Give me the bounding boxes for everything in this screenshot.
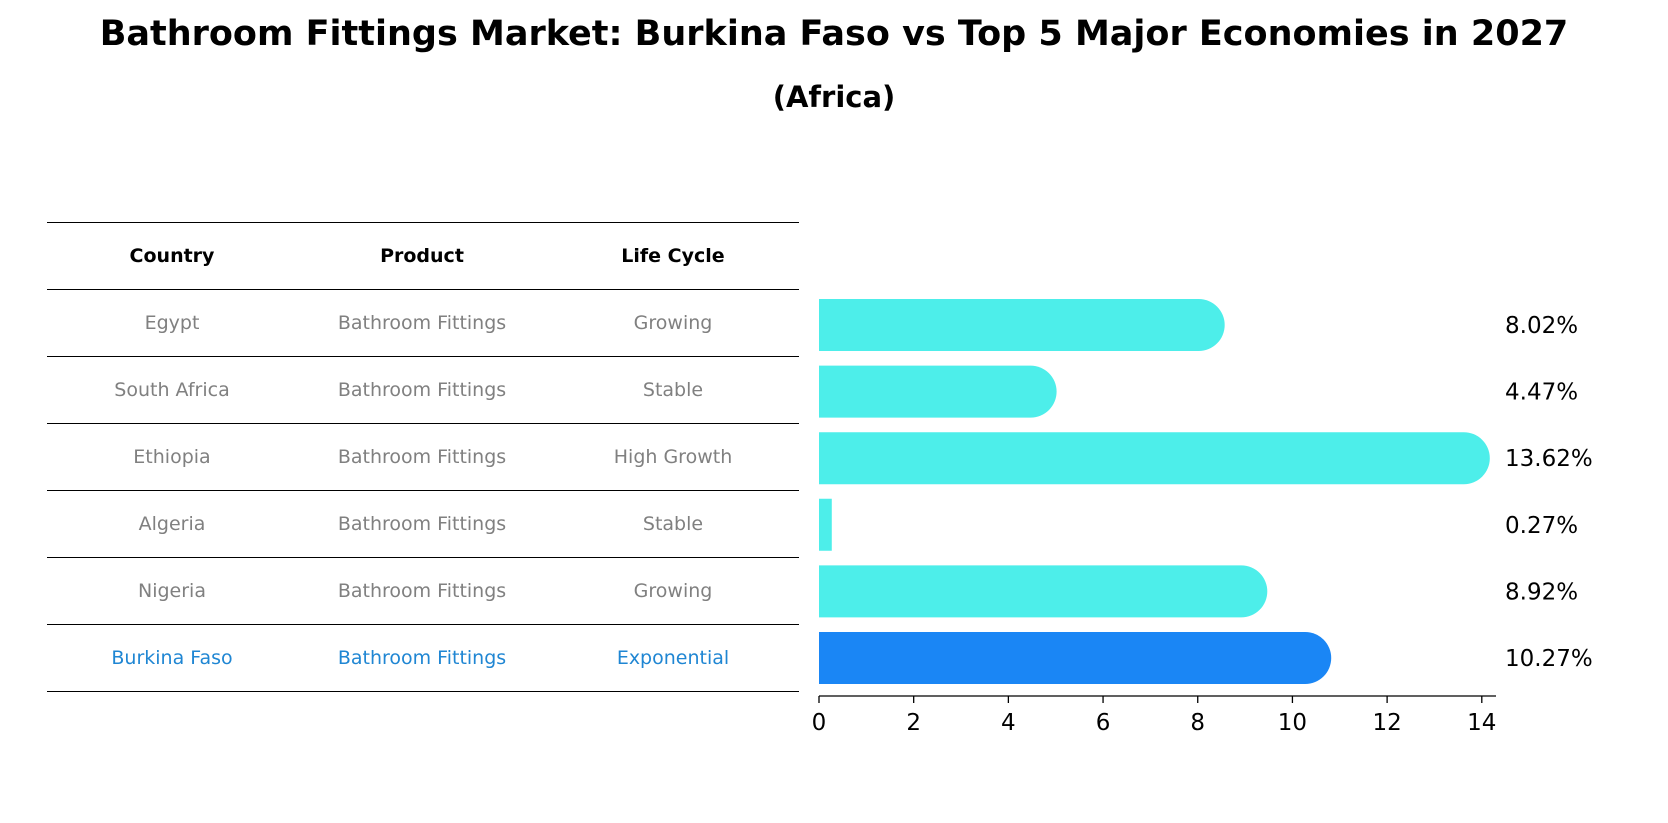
product-cell: Bathroom Fittings bbox=[297, 289, 547, 357]
table-header-row: Country Product Life Cycle bbox=[47, 222, 799, 290]
table-row: Egypt Bathroom Fittings Growing bbox=[47, 289, 799, 357]
life-cycle-cell: Stable bbox=[547, 490, 799, 558]
bar-value-label: 13.62% bbox=[1505, 446, 1593, 472]
column-header-country: Country bbox=[47, 222, 297, 290]
column-header-life-cycle: Life Cycle bbox=[547, 222, 799, 290]
table-row: Algeria Bathroom Fittings Stable bbox=[47, 490, 799, 558]
bar-value-label: 8.02% bbox=[1505, 313, 1578, 339]
life-cycle-cell: Growing bbox=[547, 557, 799, 625]
bar-value-label: 4.47% bbox=[1505, 380, 1578, 406]
table-row: Ethiopia Bathroom Fittings High Growth bbox=[47, 423, 799, 491]
country-cell: South Africa bbox=[47, 356, 297, 424]
country-cell: Egypt bbox=[47, 289, 297, 357]
x-tick-label: 14 bbox=[1467, 710, 1496, 736]
table-row: South Africa Bathroom Fittings Stable bbox=[47, 356, 799, 424]
column-header-product: Product bbox=[297, 222, 547, 290]
product-cell: Bathroom Fittings bbox=[297, 624, 547, 692]
product-cell: Bathroom Fittings bbox=[297, 557, 547, 625]
bar bbox=[819, 299, 1225, 351]
life-cycle-cell: Stable bbox=[547, 356, 799, 424]
bar-value-label: 0.27% bbox=[1505, 513, 1578, 539]
x-tick-label: 8 bbox=[1190, 710, 1205, 736]
product-cell: Bathroom Fittings bbox=[297, 490, 547, 558]
x-tick-label: 6 bbox=[1096, 710, 1111, 736]
bar-value-label: 8.92% bbox=[1505, 579, 1578, 605]
table-row-highlight: Burkina Faso Bathroom Fittings Exponenti… bbox=[47, 624, 799, 692]
country-cell: Nigeria bbox=[47, 557, 297, 625]
chart-title: Bathroom Fittings Market: Burkina Faso v… bbox=[99, 14, 1569, 54]
life-cycle-cell: High Growth bbox=[547, 423, 799, 491]
product-cell: Bathroom Fittings bbox=[297, 356, 547, 424]
bar bbox=[819, 365, 1057, 418]
x-tick-label: 4 bbox=[1001, 710, 1016, 736]
bar-value-label: 10.27% bbox=[1505, 646, 1593, 672]
x-tick-label: 12 bbox=[1372, 710, 1401, 736]
x-tick-label: 10 bbox=[1278, 710, 1307, 736]
bar bbox=[819, 432, 1490, 485]
life-cycle-cell: Exponential bbox=[547, 624, 799, 692]
bar bbox=[819, 565, 1268, 618]
life-cycle-cell: Growing bbox=[547, 289, 799, 357]
country-cell: Burkina Faso bbox=[47, 624, 297, 692]
country-cell: Ethiopia bbox=[47, 423, 297, 491]
table-row: Nigeria Bathroom Fittings Growing bbox=[47, 557, 799, 625]
x-tick-label: 0 bbox=[812, 710, 827, 736]
product-cell: Bathroom Fittings bbox=[297, 423, 547, 491]
bar bbox=[819, 498, 832, 551]
data-table: Country Product Life Cycle Egypt Bathroo… bbox=[47, 222, 799, 692]
bar bbox=[819, 632, 1332, 684]
market-table: Country Product Life Cycle Egypt Bathroo… bbox=[47, 222, 799, 692]
chart-subtitle: (Africa) bbox=[772, 80, 896, 114]
x-tick-label: 2 bbox=[906, 710, 921, 736]
country-cell: Algeria bbox=[47, 490, 297, 558]
